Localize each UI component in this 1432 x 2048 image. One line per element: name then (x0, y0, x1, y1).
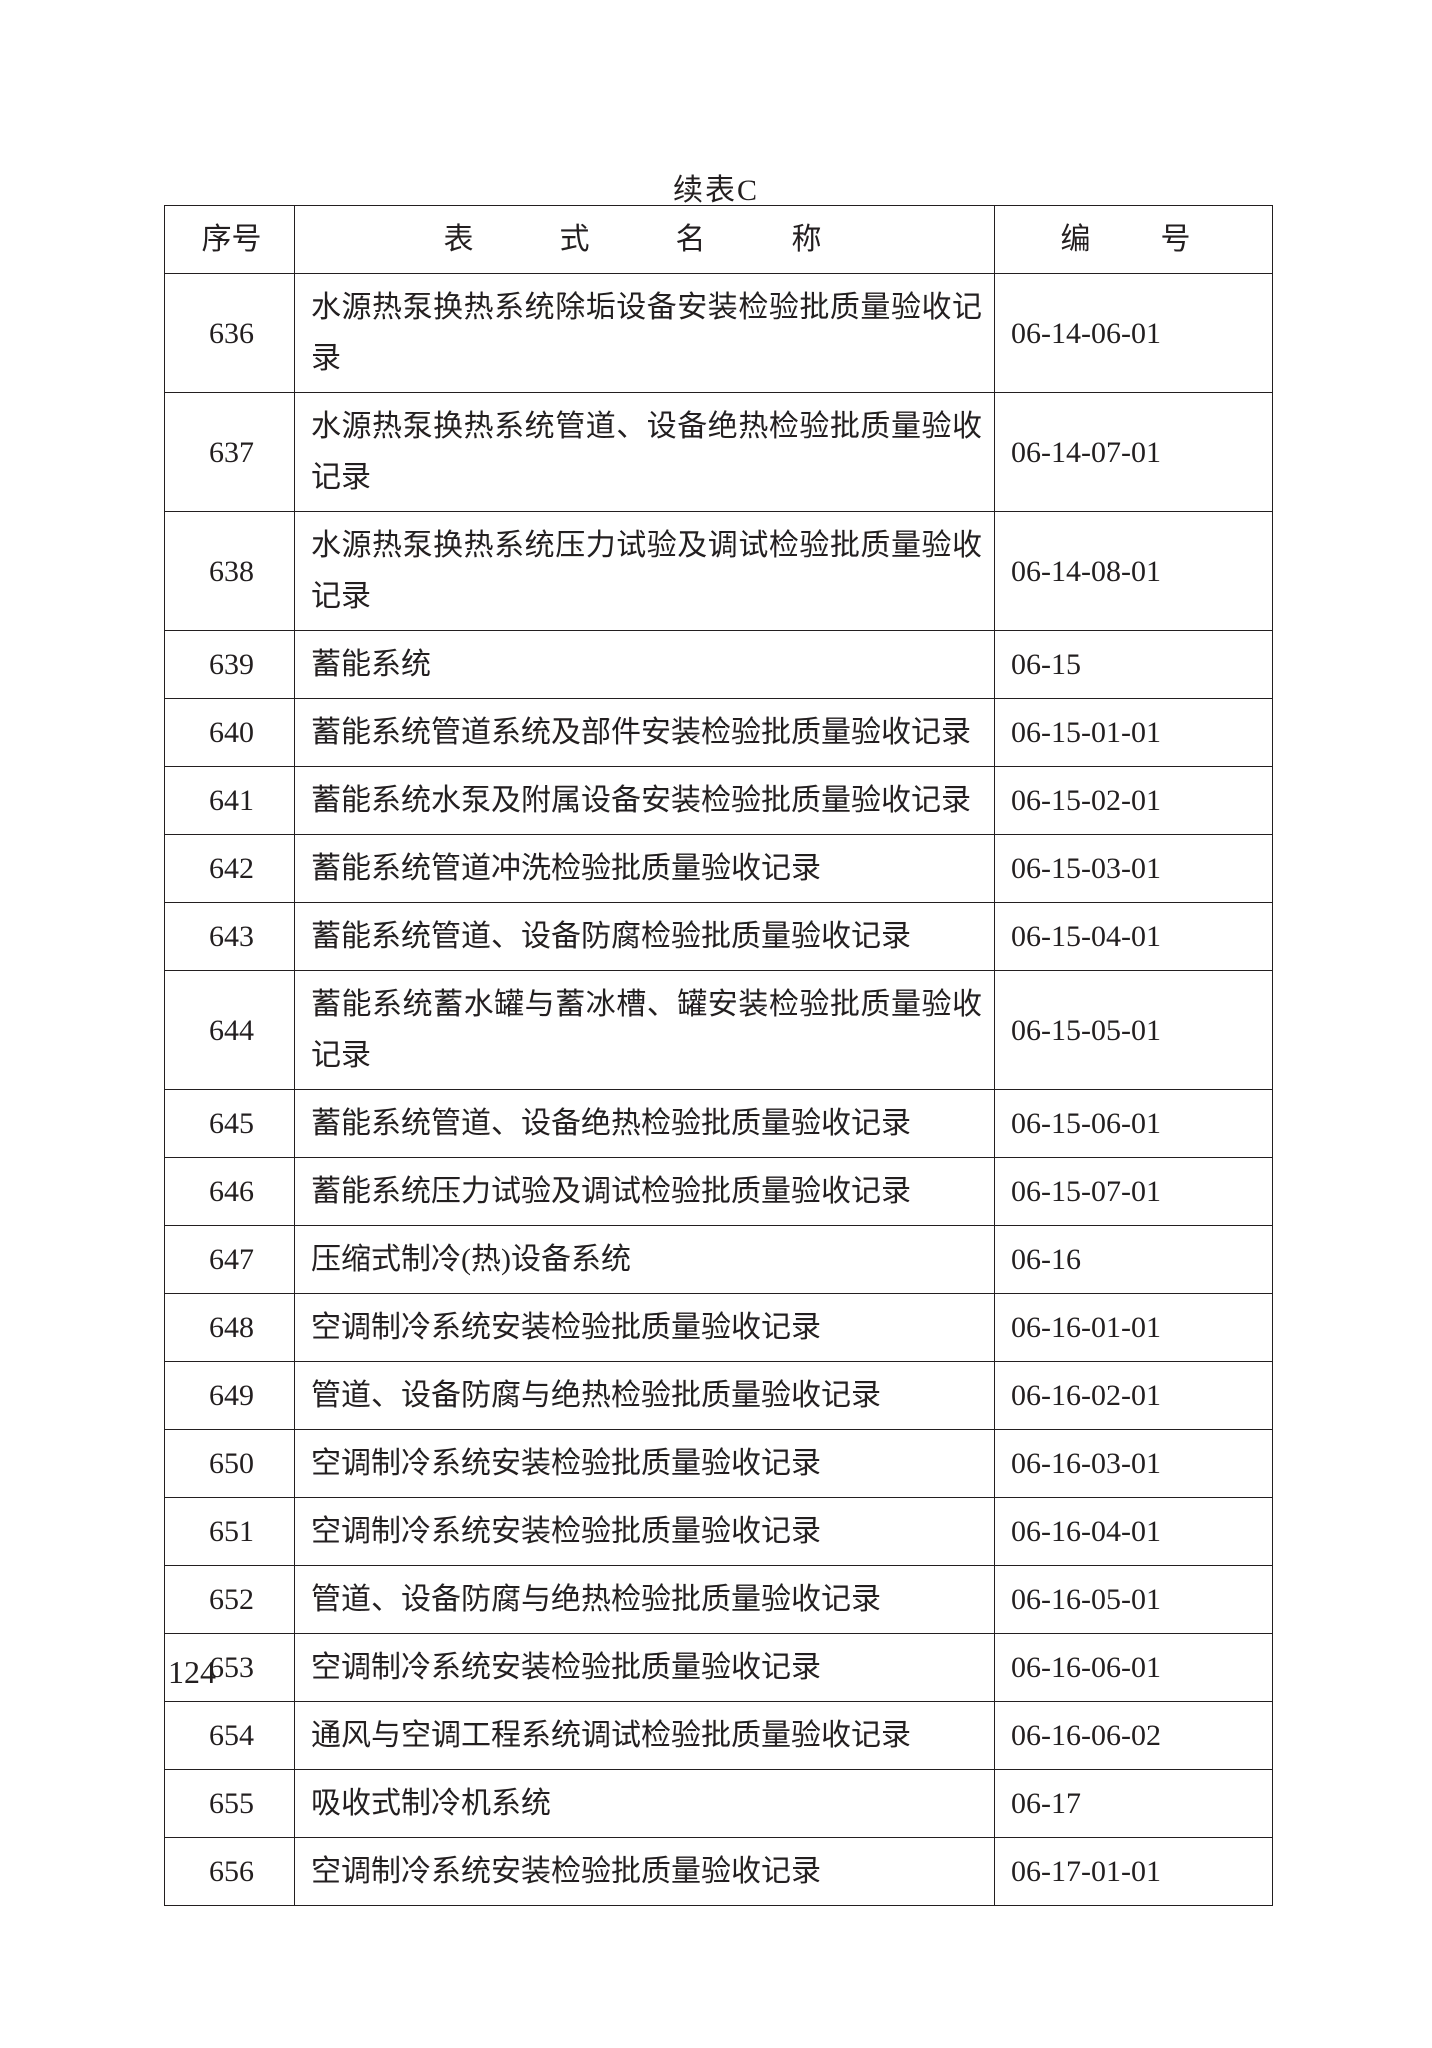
cell-seq: 650 (165, 1430, 295, 1498)
table-row: 649管道、设备防腐与绝热检验批质量验收记录06-16-02-01 (165, 1362, 1273, 1430)
cell-name: 空调制冷系统安装检验批质量验收记录 (295, 1430, 995, 1498)
cell-name: 空调制冷系统安装检验批质量验收记录 (295, 1498, 995, 1566)
cell-seq: 652 (165, 1566, 295, 1634)
cell-name: 蓄能系统管道、设备绝热检验批质量验收记录 (295, 1090, 995, 1158)
table-row: 637水源热泵换热系统管道、设备绝热检验批质量验收记录06-14-07-01 (165, 393, 1273, 512)
cell-seq: 640 (165, 699, 295, 767)
cell-seq: 641 (165, 767, 295, 835)
cell-code: 06-16-03-01 (995, 1430, 1273, 1498)
cell-seq: 656 (165, 1838, 295, 1906)
cell-name: 蓄能系统水泵及附属设备安装检验批质量验收记录 (295, 767, 995, 835)
cell-seq: 649 (165, 1362, 295, 1430)
table-row: 655吸收式制冷机系统06-17 (165, 1770, 1273, 1838)
cell-name: 水源热泵换热系统压力试验及调试检验批质量验收记录 (295, 512, 995, 631)
cell-code: 06-15-03-01 (995, 835, 1273, 903)
table-row: 645蓄能系统管道、设备绝热检验批质量验收记录06-15-06-01 (165, 1090, 1273, 1158)
cell-code: 06-16-05-01 (995, 1566, 1273, 1634)
table-row: 648空调制冷系统安装检验批质量验收记录06-16-01-01 (165, 1294, 1273, 1362)
cell-name: 水源热泵换热系统除垢设备安装检验批质量验收记录 (295, 274, 995, 393)
table-row: 650空调制冷系统安装检验批质量验收记录06-16-03-01 (165, 1430, 1273, 1498)
cell-code: 06-16-02-01 (995, 1362, 1273, 1430)
table-row: 647压缩式制冷(热)设备系统06-16 (165, 1226, 1273, 1294)
cell-seq: 655 (165, 1770, 295, 1838)
cell-code: 06-15-04-01 (995, 903, 1273, 971)
cell-name: 空调制冷系统安装检验批质量验收记录 (295, 1294, 995, 1362)
cell-seq: 644 (165, 971, 295, 1090)
table-row: 652管道、设备防腐与绝热检验批质量验收记录06-16-05-01 (165, 1566, 1273, 1634)
table-row: 641蓄能系统水泵及附属设备安装检验批质量验收记录06-15-02-01 (165, 767, 1273, 835)
table-row: 639蓄能系统06-15 (165, 631, 1273, 699)
table-caption: 续表C (0, 165, 1432, 209)
cell-code: 06-16-06-02 (995, 1702, 1273, 1770)
cell-seq: 646 (165, 1158, 295, 1226)
cell-seq: 636 (165, 274, 295, 393)
page: 续表C 序号 表 式 名 称 编 号 636水源热泵换热系统除垢设备安装检验批质… (0, 0, 1432, 2048)
cell-name: 蓄能系统蓄水罐与蓄冰槽、罐安装检验批质量验收记录 (295, 971, 995, 1090)
cell-seq: 639 (165, 631, 295, 699)
cell-name: 水源热泵换热系统管道、设备绝热检验批质量验收记录 (295, 393, 995, 512)
cell-name: 蓄能系统压力试验及调试检验批质量验收记录 (295, 1158, 995, 1226)
cell-name: 蓄能系统 (295, 631, 995, 699)
cell-code: 06-15-02-01 (995, 767, 1273, 835)
col-name-header: 表 式 名 称 (295, 206, 995, 274)
cell-name: 通风与空调工程系统调试检验批质量验收记录 (295, 1702, 995, 1770)
cell-code: 06-16 (995, 1226, 1273, 1294)
cell-name: 压缩式制冷(热)设备系统 (295, 1226, 995, 1294)
cell-seq: 645 (165, 1090, 295, 1158)
col-code-header: 编 号 (995, 206, 1273, 274)
cell-name: 蓄能系统管道、设备防腐检验批质量验收记录 (295, 903, 995, 971)
table-row: 640蓄能系统管道系统及部件安装检验批质量验收记录06-15-01-01 (165, 699, 1273, 767)
data-table: 序号 表 式 名 称 编 号 636水源热泵换热系统除垢设备安装检验批质量验收记… (164, 205, 1273, 1906)
cell-seq: 651 (165, 1498, 295, 1566)
table-header-row: 序号 表 式 名 称 编 号 (165, 206, 1273, 274)
cell-seq: 643 (165, 903, 295, 971)
table-body: 636水源热泵换热系统除垢设备安装检验批质量验收记录06-14-06-01637… (165, 274, 1273, 1906)
table-row: 651空调制冷系统安装检验批质量验收记录06-16-04-01 (165, 1498, 1273, 1566)
cell-name: 空调制冷系统安装检验批质量验收记录 (295, 1838, 995, 1906)
cell-code: 06-15-07-01 (995, 1158, 1273, 1226)
cell-name: 吸收式制冷机系统 (295, 1770, 995, 1838)
cell-name: 空调制冷系统安装检验批质量验收记录 (295, 1634, 995, 1702)
cell-code: 06-15 (995, 631, 1273, 699)
cell-code: 06-17 (995, 1770, 1273, 1838)
cell-seq: 642 (165, 835, 295, 903)
cell-code: 06-14-08-01 (995, 512, 1273, 631)
cell-seq: 638 (165, 512, 295, 631)
table-row: 643蓄能系统管道、设备防腐检验批质量验收记录06-15-04-01 (165, 903, 1273, 971)
cell-code: 06-14-06-01 (995, 274, 1273, 393)
cell-name: 管道、设备防腐与绝热检验批质量验收记录 (295, 1362, 995, 1430)
cell-seq: 654 (165, 1702, 295, 1770)
table-row: 653空调制冷系统安装检验批质量验收记录06-16-06-01 (165, 1634, 1273, 1702)
cell-seq: 647 (165, 1226, 295, 1294)
cell-code: 06-15-01-01 (995, 699, 1273, 767)
cell-seq: 648 (165, 1294, 295, 1362)
table-row: 638水源热泵换热系统压力试验及调试检验批质量验收记录06-14-08-01 (165, 512, 1273, 631)
table-container: 序号 表 式 名 称 编 号 636水源热泵换热系统除垢设备安装检验批质量验收记… (164, 205, 1272, 1906)
cell-code: 06-16-01-01 (995, 1294, 1273, 1362)
table-row: 654通风与空调工程系统调试检验批质量验收记录06-16-06-02 (165, 1702, 1273, 1770)
cell-code: 06-17-01-01 (995, 1838, 1273, 1906)
cell-code: 06-15-05-01 (995, 971, 1273, 1090)
cell-name: 管道、设备防腐与绝热检验批质量验收记录 (295, 1566, 995, 1634)
cell-code: 06-14-07-01 (995, 393, 1273, 512)
cell-name: 蓄能系统管道冲洗检验批质量验收记录 (295, 835, 995, 903)
table-row: 642蓄能系统管道冲洗检验批质量验收记录06-15-03-01 (165, 835, 1273, 903)
cell-seq: 637 (165, 393, 295, 512)
table-row: 646蓄能系统压力试验及调试检验批质量验收记录06-15-07-01 (165, 1158, 1273, 1226)
cell-code: 06-16-06-01 (995, 1634, 1273, 1702)
table-row: 644蓄能系统蓄水罐与蓄冰槽、罐安装检验批质量验收记录06-15-05-01 (165, 971, 1273, 1090)
table-row: 656空调制冷系统安装检验批质量验收记录06-17-01-01 (165, 1838, 1273, 1906)
cell-code: 06-15-06-01 (995, 1090, 1273, 1158)
cell-code: 06-16-04-01 (995, 1498, 1273, 1566)
cell-name: 蓄能系统管道系统及部件安装检验批质量验收记录 (295, 699, 995, 767)
page-number: 124 (168, 1654, 216, 1691)
table-row: 636水源热泵换热系统除垢设备安装检验批质量验收记录06-14-06-01 (165, 274, 1273, 393)
col-seq-header: 序号 (165, 206, 295, 274)
